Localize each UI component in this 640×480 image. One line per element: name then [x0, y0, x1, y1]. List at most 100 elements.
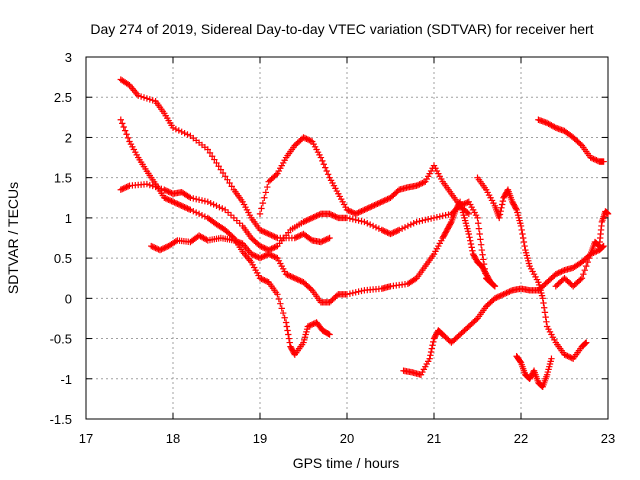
data-point — [358, 287, 365, 295]
data-point — [479, 251, 486, 258]
data-point — [181, 129, 188, 137]
data-point — [420, 179, 428, 186]
data-point — [294, 233, 301, 240]
data-point — [327, 211, 335, 218]
data-point — [521, 242, 528, 250]
y-tick-label: 2.5 — [54, 90, 72, 105]
data-point — [382, 196, 390, 203]
data-point — [272, 254, 280, 261]
data-point — [140, 94, 148, 101]
data-point — [261, 194, 268, 201]
data-point — [119, 120, 126, 127]
data-point — [564, 352, 571, 360]
data-series — [535, 116, 607, 165]
data-point — [224, 176, 231, 183]
data-point — [146, 181, 153, 189]
data-point — [262, 229, 269, 236]
data-series — [513, 353, 555, 391]
data-point — [300, 218, 307, 226]
data-point — [295, 277, 303, 284]
data-point — [256, 242, 264, 250]
data-point — [498, 204, 505, 212]
data-point — [358, 218, 365, 225]
data-point — [317, 154, 325, 161]
data-point — [271, 253, 278, 260]
x-tick-label: 20 — [340, 431, 354, 446]
data-point — [290, 274, 297, 281]
data-point — [477, 236, 484, 243]
data-point — [358, 207, 365, 215]
data-point — [303, 135, 310, 142]
data-point — [447, 220, 454, 227]
data-point — [219, 169, 227, 177]
data-point — [301, 218, 309, 225]
data-point — [568, 354, 575, 362]
x-tick-label: 19 — [253, 431, 267, 446]
data-point — [346, 290, 354, 297]
data-points — [117, 76, 612, 391]
data-point — [261, 228, 268, 236]
data-point — [490, 282, 498, 289]
data-point — [123, 131, 130, 138]
data-point — [554, 270, 561, 277]
data-point — [262, 245, 269, 252]
data-point — [213, 202, 220, 210]
data-point — [291, 275, 298, 282]
data-point — [161, 244, 168, 252]
data-point — [499, 197, 507, 205]
data-point — [314, 212, 322, 219]
data-point — [272, 234, 280, 241]
data-point — [326, 210, 333, 218]
data-point — [507, 287, 515, 295]
data-point — [264, 230, 271, 237]
data-point — [258, 205, 265, 212]
data-point — [475, 225, 483, 232]
data-point — [275, 295, 283, 303]
data-point — [285, 335, 293, 342]
data-point — [172, 238, 180, 245]
data-point — [309, 321, 316, 328]
data-series — [474, 174, 590, 362]
data-point — [520, 238, 528, 246]
data-point — [172, 125, 180, 133]
data-point — [501, 290, 509, 297]
data-point — [417, 180, 425, 187]
data-point — [259, 244, 267, 251]
data-point — [577, 276, 584, 283]
data-point — [465, 230, 472, 238]
data-point — [219, 205, 226, 212]
data-point — [177, 201, 184, 209]
data-point — [166, 189, 174, 196]
data-point — [346, 215, 354, 222]
data-point — [343, 291, 351, 298]
data-point — [506, 288, 513, 295]
data-point — [503, 289, 510, 297]
data-series — [117, 76, 333, 246]
data-point — [322, 236, 329, 244]
data-point — [256, 210, 264, 218]
data-point — [121, 127, 129, 134]
data-point — [324, 171, 332, 178]
data-point — [282, 271, 290, 278]
data-point — [310, 214, 317, 221]
data-point — [352, 210, 359, 218]
data-point — [381, 197, 388, 204]
data-point — [326, 234, 333, 242]
data-point — [517, 222, 525, 230]
data-point — [291, 234, 298, 242]
data-point — [261, 277, 268, 284]
data-point — [467, 237, 474, 244]
data-point — [352, 216, 359, 224]
data-point — [228, 183, 235, 190]
data-point — [152, 183, 159, 191]
data-point — [307, 137, 314, 144]
data-point — [158, 185, 165, 192]
data-point — [378, 198, 385, 205]
data-point — [556, 268, 564, 276]
data-point — [135, 92, 142, 99]
data-point — [307, 215, 314, 222]
data-point — [216, 203, 223, 211]
data-point — [304, 323, 312, 330]
y-tick-label: 2 — [65, 130, 72, 145]
data-point — [467, 240, 475, 248]
